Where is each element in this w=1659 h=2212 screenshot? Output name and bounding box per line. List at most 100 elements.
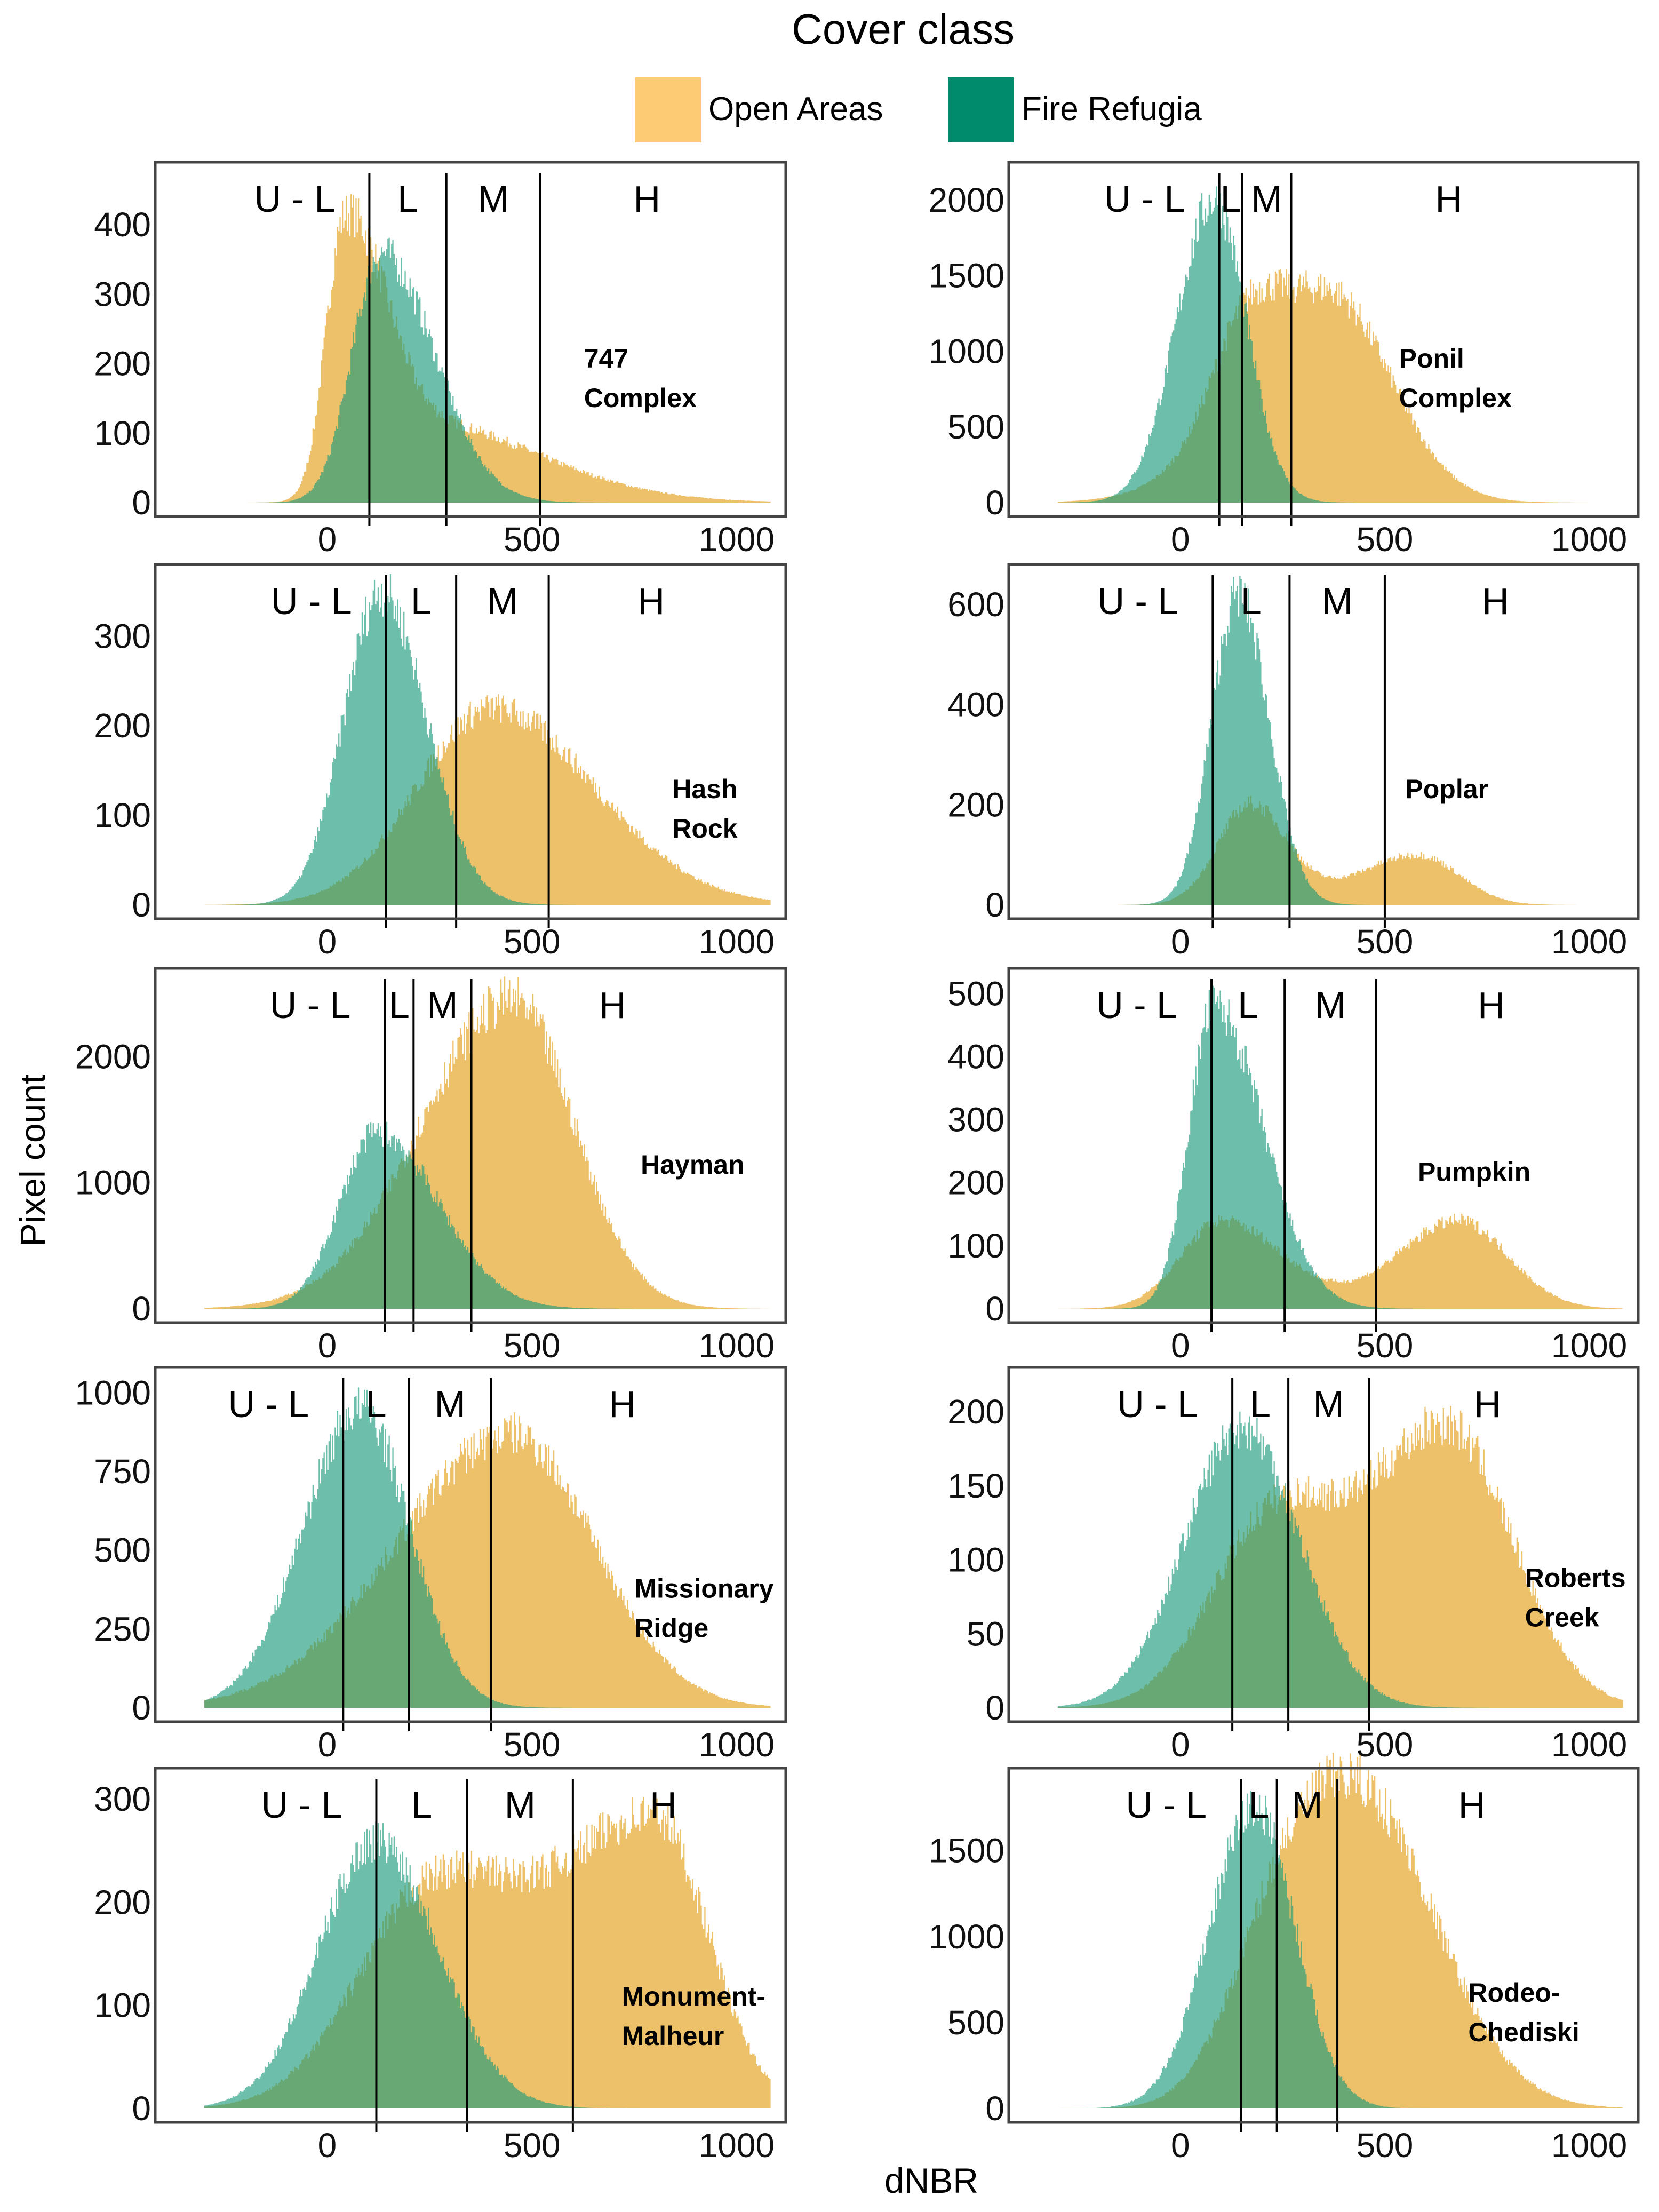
x-tick-label: 0 — [318, 1326, 337, 1365]
y-tick-label: 500 — [947, 974, 1004, 1013]
severity-band-label: M — [1313, 1383, 1344, 1425]
panel-monument-malheur: U - L L M H 0 100 200 300 0 500 1000 Monument-Malhe… — [94, 1767, 787, 2165]
severity-band-label: L — [1221, 178, 1241, 220]
severity-band-label: H — [650, 1784, 677, 1826]
y-tick-label: 150 — [947, 1467, 1004, 1505]
y-tick-label: 0 — [985, 2089, 1004, 2128]
x-axis-label: dNBR — [884, 2161, 978, 2200]
severity-band-label: U - L — [1117, 1383, 1198, 1425]
open-areas-histogram — [204, 976, 771, 1309]
y-tick-label: 100 — [94, 414, 151, 452]
severity-band-label: U - L — [1096, 984, 1177, 1026]
y-tick-label: 500 — [947, 408, 1004, 446]
severity-band-label: H — [599, 984, 626, 1026]
y-tick-label: 1000 — [929, 332, 1004, 370]
severity-band-label: U - L — [1097, 580, 1178, 622]
x-tick-label: 0 — [1171, 1326, 1190, 1365]
y-tick-label: 200 — [947, 1164, 1004, 1202]
y-tick-label: 0 — [985, 1689, 1004, 1727]
x-tick-label: 0 — [1171, 922, 1190, 961]
x-tick-label: 1000 — [699, 922, 775, 961]
open-areas-histogram — [1057, 1753, 1623, 2108]
legend-swatch-fire-refugia — [948, 77, 1014, 142]
fire-refugia-histogram — [1057, 1791, 1623, 2108]
y-tick-label: 100 — [947, 1227, 1004, 1265]
plot-frame — [1007, 1767, 1640, 2124]
fire-name-label: Rodeo-Chediski — [1468, 1978, 1579, 2047]
y-tick-label: 0 — [985, 886, 1004, 924]
plot-frame — [154, 1767, 787, 2124]
x-tick-label: 1000 — [699, 520, 775, 559]
severity-band-label: U - L — [228, 1383, 309, 1425]
plot-background — [1009, 968, 1638, 1323]
severity-band-label: H — [638, 580, 665, 622]
y-tick-label: 0 — [132, 483, 151, 522]
fire-name-label: Ponil Complex — [1399, 344, 1512, 413]
x-tick-label: 500 — [1357, 922, 1414, 961]
y-tick-label: 100 — [947, 1541, 1004, 1579]
fire-name-label: Pumpkin — [1418, 1157, 1530, 1187]
severity-band-label: U - L — [1126, 1784, 1207, 1826]
y-tick-label: 1500 — [929, 257, 1004, 295]
y-tick-label: 0 — [132, 1290, 151, 1328]
x-tick-label: 1000 — [699, 1326, 775, 1365]
fire-name-label: Monument-Malheur — [622, 1982, 765, 2051]
severity-band-label: U - L — [261, 1784, 342, 1826]
x-tick-label: 500 — [504, 1725, 561, 1764]
x-tick-label: 1000 — [1551, 520, 1627, 559]
panel-747-complex: U - L L M H 0 100 200 300 400 0 500 1000 747 Complex — [94, 161, 787, 559]
y-tick-label: 200 — [94, 345, 151, 383]
fire-refugia-histogram — [204, 237, 771, 503]
x-tick-label: 1000 — [1551, 1725, 1627, 1764]
x-tick-label: 0 — [1171, 520, 1190, 559]
x-tick-label: 0 — [318, 922, 337, 961]
panel-hash-rock: U - L L M H 0 100 200 300 0 500 1000 Hash Rock — [94, 563, 787, 961]
severity-band-label: U - L — [271, 580, 352, 622]
x-tick-label: 500 — [504, 922, 561, 961]
y-tick-label: 300 — [94, 1780, 151, 1818]
x-tick-label: 500 — [504, 2126, 561, 2165]
y-tick-label: 300 — [94, 275, 151, 313]
x-tick-label: 500 — [504, 1326, 561, 1365]
y-tick-label: 100 — [94, 1986, 151, 2025]
fire-name-label: Missionary Ridge — [634, 1574, 773, 1643]
panel-pumpkin: U - L L M H 0 100 200 300 400 500 0 500 1000 Pumpkin — [947, 967, 1640, 1365]
fire-name-label: Hayman — [641, 1150, 745, 1180]
plot-frame — [154, 161, 787, 518]
plot-frame — [1007, 967, 1640, 1324]
severity-band-label: M — [505, 1784, 536, 1826]
y-tick-label: 2000 — [929, 181, 1004, 219]
x-tick-label: 500 — [1357, 1326, 1414, 1365]
severity-band-label: L — [1248, 1784, 1269, 1826]
legend-label-fire-refugia: Fire Refugia — [1022, 91, 1202, 128]
severity-band-label: M — [1251, 178, 1282, 220]
x-tick-label: 0 — [318, 2126, 337, 2165]
x-tick-label: 0 — [318, 1725, 337, 1764]
panel-missionary-ridge: U - L L M H 0 250 500 750 1000 0 500 1000 Missionary… — [75, 1366, 787, 1764]
severity-band-label: H — [609, 1383, 636, 1425]
y-tick-label: 200 — [947, 1393, 1004, 1431]
open-areas-histogram — [204, 694, 771, 905]
y-tick-label: 1500 — [929, 1832, 1004, 1870]
fire-refugia-histogram — [204, 1387, 771, 1708]
legend-swatch-open-areas — [635, 77, 701, 142]
fire-name-label: 747 Complex — [584, 344, 697, 413]
x-tick-label: 0 — [1171, 1725, 1190, 1764]
severity-band-label: M — [1322, 580, 1353, 622]
severity-band-label: L — [1241, 580, 1262, 622]
severity-band-label: M — [434, 1383, 465, 1425]
severity-band-label: U - L — [1104, 178, 1185, 220]
severity-band-label: U - L — [254, 178, 336, 220]
panel-poplar: U - L L M H 0 200 400 600 0 500 1000 Poplar — [947, 563, 1640, 961]
severity-band-label: M — [1291, 1784, 1322, 1826]
y-tick-label: 50 — [967, 1614, 1004, 1653]
y-tick-label: 500 — [947, 2003, 1004, 2042]
y-tick-label: 400 — [94, 205, 151, 244]
severity-band-label: L — [366, 1383, 387, 1425]
y-axis-label: Pixel count — [13, 1075, 52, 1247]
y-tick-label: 200 — [947, 785, 1004, 824]
x-tick-label: 500 — [1357, 520, 1414, 559]
panel-hayman: U - L L M H 0 1000 2000 0 500 1000 Hayman — [75, 967, 787, 1365]
y-tick-label: 600 — [947, 585, 1004, 624]
severity-band-label: U - L — [270, 984, 351, 1026]
